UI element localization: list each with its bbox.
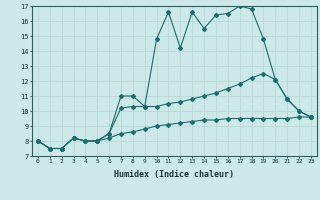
X-axis label: Humidex (Indice chaleur): Humidex (Indice chaleur) bbox=[115, 170, 234, 179]
